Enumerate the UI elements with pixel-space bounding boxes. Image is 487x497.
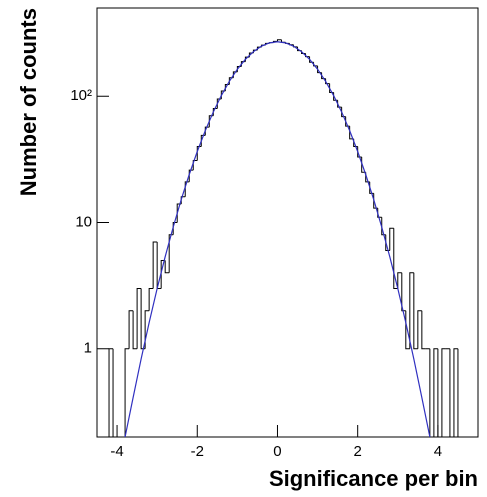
histogram-bin bbox=[417, 310, 422, 349]
histogram-bin bbox=[140, 288, 146, 350]
histogram-bin bbox=[449, 348, 451, 437]
histogram-bin bbox=[276, 39, 282, 42]
y-tick-label: 10 bbox=[75, 213, 92, 230]
histogram-bin bbox=[168, 234, 174, 273]
histogram-bin bbox=[188, 169, 194, 182]
histogram-bin bbox=[152, 241, 158, 289]
fit-curve bbox=[124, 41, 431, 437]
histogram-bin bbox=[148, 288, 154, 311]
x-tick-label: 4 bbox=[434, 443, 442, 460]
histogram-bin bbox=[136, 288, 142, 349]
x-tick-label: 2 bbox=[354, 443, 362, 460]
histogram-bin bbox=[389, 227, 394, 251]
histogram-bin bbox=[397, 272, 402, 289]
histogram-bin bbox=[413, 272, 418, 350]
plot-frame bbox=[96, 7, 479, 438]
histogram-bin bbox=[429, 348, 431, 437]
y-tick-label: 1 bbox=[84, 340, 92, 357]
histogram-bin bbox=[172, 222, 178, 235]
histogram-bin bbox=[305, 53, 310, 58]
histogram-bin bbox=[409, 272, 414, 349]
histogram-bin bbox=[128, 310, 134, 349]
histogram-bin bbox=[341, 107, 346, 118]
histogram-bin bbox=[196, 145, 202, 161]
histogram-bin bbox=[453, 348, 458, 437]
x-tick-label: -2 bbox=[191, 443, 204, 460]
histogram-bin bbox=[112, 348, 114, 437]
histogram-bin bbox=[457, 348, 459, 437]
histogram-bin bbox=[393, 228, 398, 290]
histogram-bin bbox=[184, 181, 190, 197]
x-axis-title: Significance per bin bbox=[269, 466, 478, 491]
x-tick-label: -4 bbox=[110, 443, 123, 460]
histogram-bin bbox=[124, 348, 130, 437]
histogram-bin bbox=[377, 208, 382, 218]
histogram-bin bbox=[433, 348, 438, 437]
histogram-bin bbox=[204, 126, 210, 136]
histogram-bin bbox=[421, 310, 426, 350]
y-tick-label: 10² bbox=[70, 87, 92, 104]
histogram-bin bbox=[132, 310, 138, 350]
y-axis-title: Number of counts bbox=[16, 8, 41, 196]
histogram-bin bbox=[144, 310, 150, 349]
histogram-bin bbox=[381, 217, 386, 236]
histogram-bin bbox=[108, 348, 114, 437]
histogram-bin bbox=[164, 260, 170, 274]
histogram-bin bbox=[192, 159, 198, 171]
histogram-bin bbox=[437, 348, 439, 437]
histogram-bin bbox=[441, 348, 446, 437]
histogram-bin bbox=[401, 272, 406, 312]
x-tick-label: 0 bbox=[273, 443, 281, 460]
plot-area bbox=[108, 39, 459, 437]
